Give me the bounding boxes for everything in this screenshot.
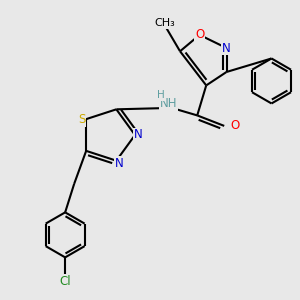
Text: O: O [230, 119, 239, 132]
Text: NH: NH [160, 97, 178, 110]
Text: N: N [222, 41, 231, 55]
Text: Cl: Cl [59, 275, 71, 288]
Text: S: S [78, 112, 85, 126]
Text: CH₃: CH₃ [155, 18, 176, 28]
Text: O: O [195, 28, 204, 41]
Text: N: N [115, 157, 124, 170]
Text: N: N [134, 128, 142, 142]
Text: H: H [157, 90, 165, 100]
